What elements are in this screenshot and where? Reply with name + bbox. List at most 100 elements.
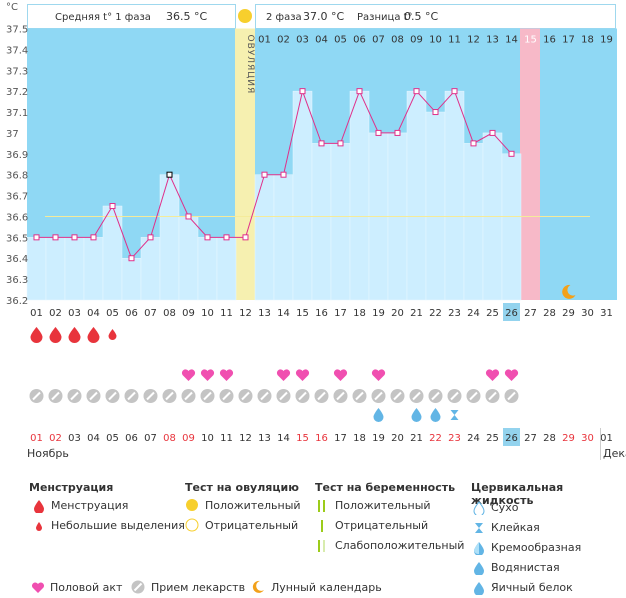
phase-day-label: 01 bbox=[258, 35, 271, 46]
x-tick-label: 20 bbox=[391, 308, 404, 319]
diff-label: Разница t° bbox=[357, 12, 413, 23]
bottom-date-label: 08 bbox=[163, 433, 176, 444]
x-tick-label: 02 bbox=[49, 308, 62, 319]
phase-day-label: 10 bbox=[429, 35, 442, 46]
temp-bar bbox=[501, 153, 522, 301]
eggwhite-drop-icon bbox=[474, 582, 484, 596]
menstruation-drop-icon bbox=[49, 327, 62, 343]
phase-day-label: 02 bbox=[277, 35, 290, 46]
legend-ovu-title: Тест на овуляцию bbox=[185, 481, 299, 494]
diff-value: 0.5 °C bbox=[404, 10, 438, 23]
x-tick-label: 23 bbox=[448, 308, 461, 319]
pill-stripe bbox=[488, 391, 497, 401]
legend-ovu-item: Отрицательный bbox=[185, 518, 298, 535]
bottom-date-label: 18 bbox=[353, 433, 366, 444]
phase1-value: 36.5 °C bbox=[166, 10, 207, 23]
heart-icon bbox=[333, 369, 348, 381]
ovu-negative-icon bbox=[185, 518, 199, 532]
pill-stripe bbox=[279, 391, 288, 401]
phase-day-label: 19 bbox=[600, 35, 613, 46]
pill-stripe bbox=[393, 391, 402, 401]
y-tick-label: 37.1 bbox=[6, 108, 28, 119]
phase2-value: 37.0 °C bbox=[303, 10, 344, 23]
x-tick-label: 31 bbox=[600, 308, 613, 319]
temp-point bbox=[356, 88, 363, 95]
x-tick-label: 03 bbox=[68, 308, 81, 319]
bbt-chart: Средняя t° 1 фаза 36.5 °C 2 фаза 37.0 °C Раз… bbox=[6, 2, 626, 460]
bottom-date-label: 17 bbox=[334, 433, 347, 444]
bottom-date-label: 16 bbox=[315, 433, 328, 444]
legend-preg-item: Слабоположительный bbox=[315, 539, 464, 556]
phase-day-label: 14 bbox=[505, 35, 518, 46]
heart-icon bbox=[200, 369, 215, 381]
x-tick-label: 11 bbox=[220, 308, 233, 319]
temp-bar bbox=[254, 174, 275, 301]
heart-icon bbox=[219, 369, 234, 381]
menstruation-drop-icon bbox=[87, 327, 100, 343]
temp-bar bbox=[64, 237, 85, 301]
heart-icon bbox=[504, 369, 519, 381]
x-tick-label: 06 bbox=[125, 308, 138, 319]
creamy-drop-icon bbox=[474, 542, 484, 556]
x-tick-label: 04 bbox=[87, 308, 100, 319]
x-tick-label: 18 bbox=[353, 308, 366, 319]
legend-fluid-item: Кремообразная bbox=[473, 541, 581, 558]
temp-bar bbox=[216, 237, 237, 301]
sticky-icon bbox=[450, 410, 459, 420]
heart-icon bbox=[276, 369, 291, 381]
x-tick-label: 14 bbox=[277, 308, 290, 319]
x-tick-label: 07 bbox=[144, 308, 157, 319]
temp-point bbox=[261, 171, 268, 178]
heart-icon bbox=[485, 369, 500, 381]
temp-bar bbox=[406, 90, 427, 301]
pill-stripe bbox=[260, 391, 269, 401]
phase1-label: Средняя t° 1 фаза bbox=[55, 12, 151, 23]
pill-stripe bbox=[450, 391, 459, 401]
menstruation-drop-icon bbox=[68, 327, 81, 343]
temp-bar bbox=[197, 237, 218, 301]
pill-stripe bbox=[374, 391, 383, 401]
y-tick-label: 36.2 bbox=[6, 296, 28, 307]
bottom-date-label: 27 bbox=[524, 433, 537, 444]
temp-point bbox=[451, 88, 458, 95]
phase-day-label: 03 bbox=[296, 35, 309, 46]
bottom-date-label: 04 bbox=[87, 433, 100, 444]
temp-point bbox=[166, 171, 173, 178]
temp-point bbox=[375, 129, 382, 136]
temp-point bbox=[90, 234, 97, 241]
x-tick-label: 01 bbox=[30, 308, 43, 319]
preg-negative-icon bbox=[321, 520, 323, 532]
bottom-date-label: 07 bbox=[144, 433, 157, 444]
phase-day-label: 16 bbox=[543, 35, 556, 46]
phase-day-label: 07 bbox=[372, 35, 385, 46]
temp-point bbox=[394, 129, 401, 136]
bottom-date-label: 15 bbox=[296, 433, 309, 444]
legend-extra-item: Половой акт bbox=[31, 581, 122, 597]
pill-stripe bbox=[355, 391, 364, 401]
blood-drop-icon bbox=[34, 500, 44, 514]
bottom-date-label: 14 bbox=[277, 433, 290, 444]
temp-bar bbox=[425, 111, 446, 301]
pill-stripe bbox=[241, 391, 250, 401]
temp-bar bbox=[140, 237, 161, 301]
delay-column bbox=[520, 28, 540, 300]
y-tick-label: 36.4 bbox=[6, 254, 28, 265]
temp-bar bbox=[83, 237, 104, 301]
phase-day-label: 11 bbox=[448, 35, 461, 46]
bottom-date-label: 12 bbox=[239, 433, 252, 444]
y-tick-label: 36.8 bbox=[6, 171, 28, 182]
bottom-date-label: 05 bbox=[106, 433, 119, 444]
temp-bar bbox=[349, 90, 370, 301]
bottom-date-label: 26 bbox=[505, 433, 518, 444]
legend-fluid-item: Яичный белок bbox=[473, 581, 573, 598]
bottom-date-label: 29 bbox=[562, 433, 575, 444]
pill-stripe bbox=[32, 391, 41, 401]
phase2-label: 2 фаза bbox=[266, 12, 302, 23]
moon-icon bbox=[252, 580, 264, 593]
pill-stripe bbox=[146, 391, 155, 401]
temp-point bbox=[204, 234, 211, 241]
phase-day-label: 09 bbox=[410, 35, 423, 46]
pill-stripe bbox=[412, 391, 421, 401]
moon-icon bbox=[562, 284, 576, 299]
fluid-drop-icon bbox=[411, 408, 422, 422]
